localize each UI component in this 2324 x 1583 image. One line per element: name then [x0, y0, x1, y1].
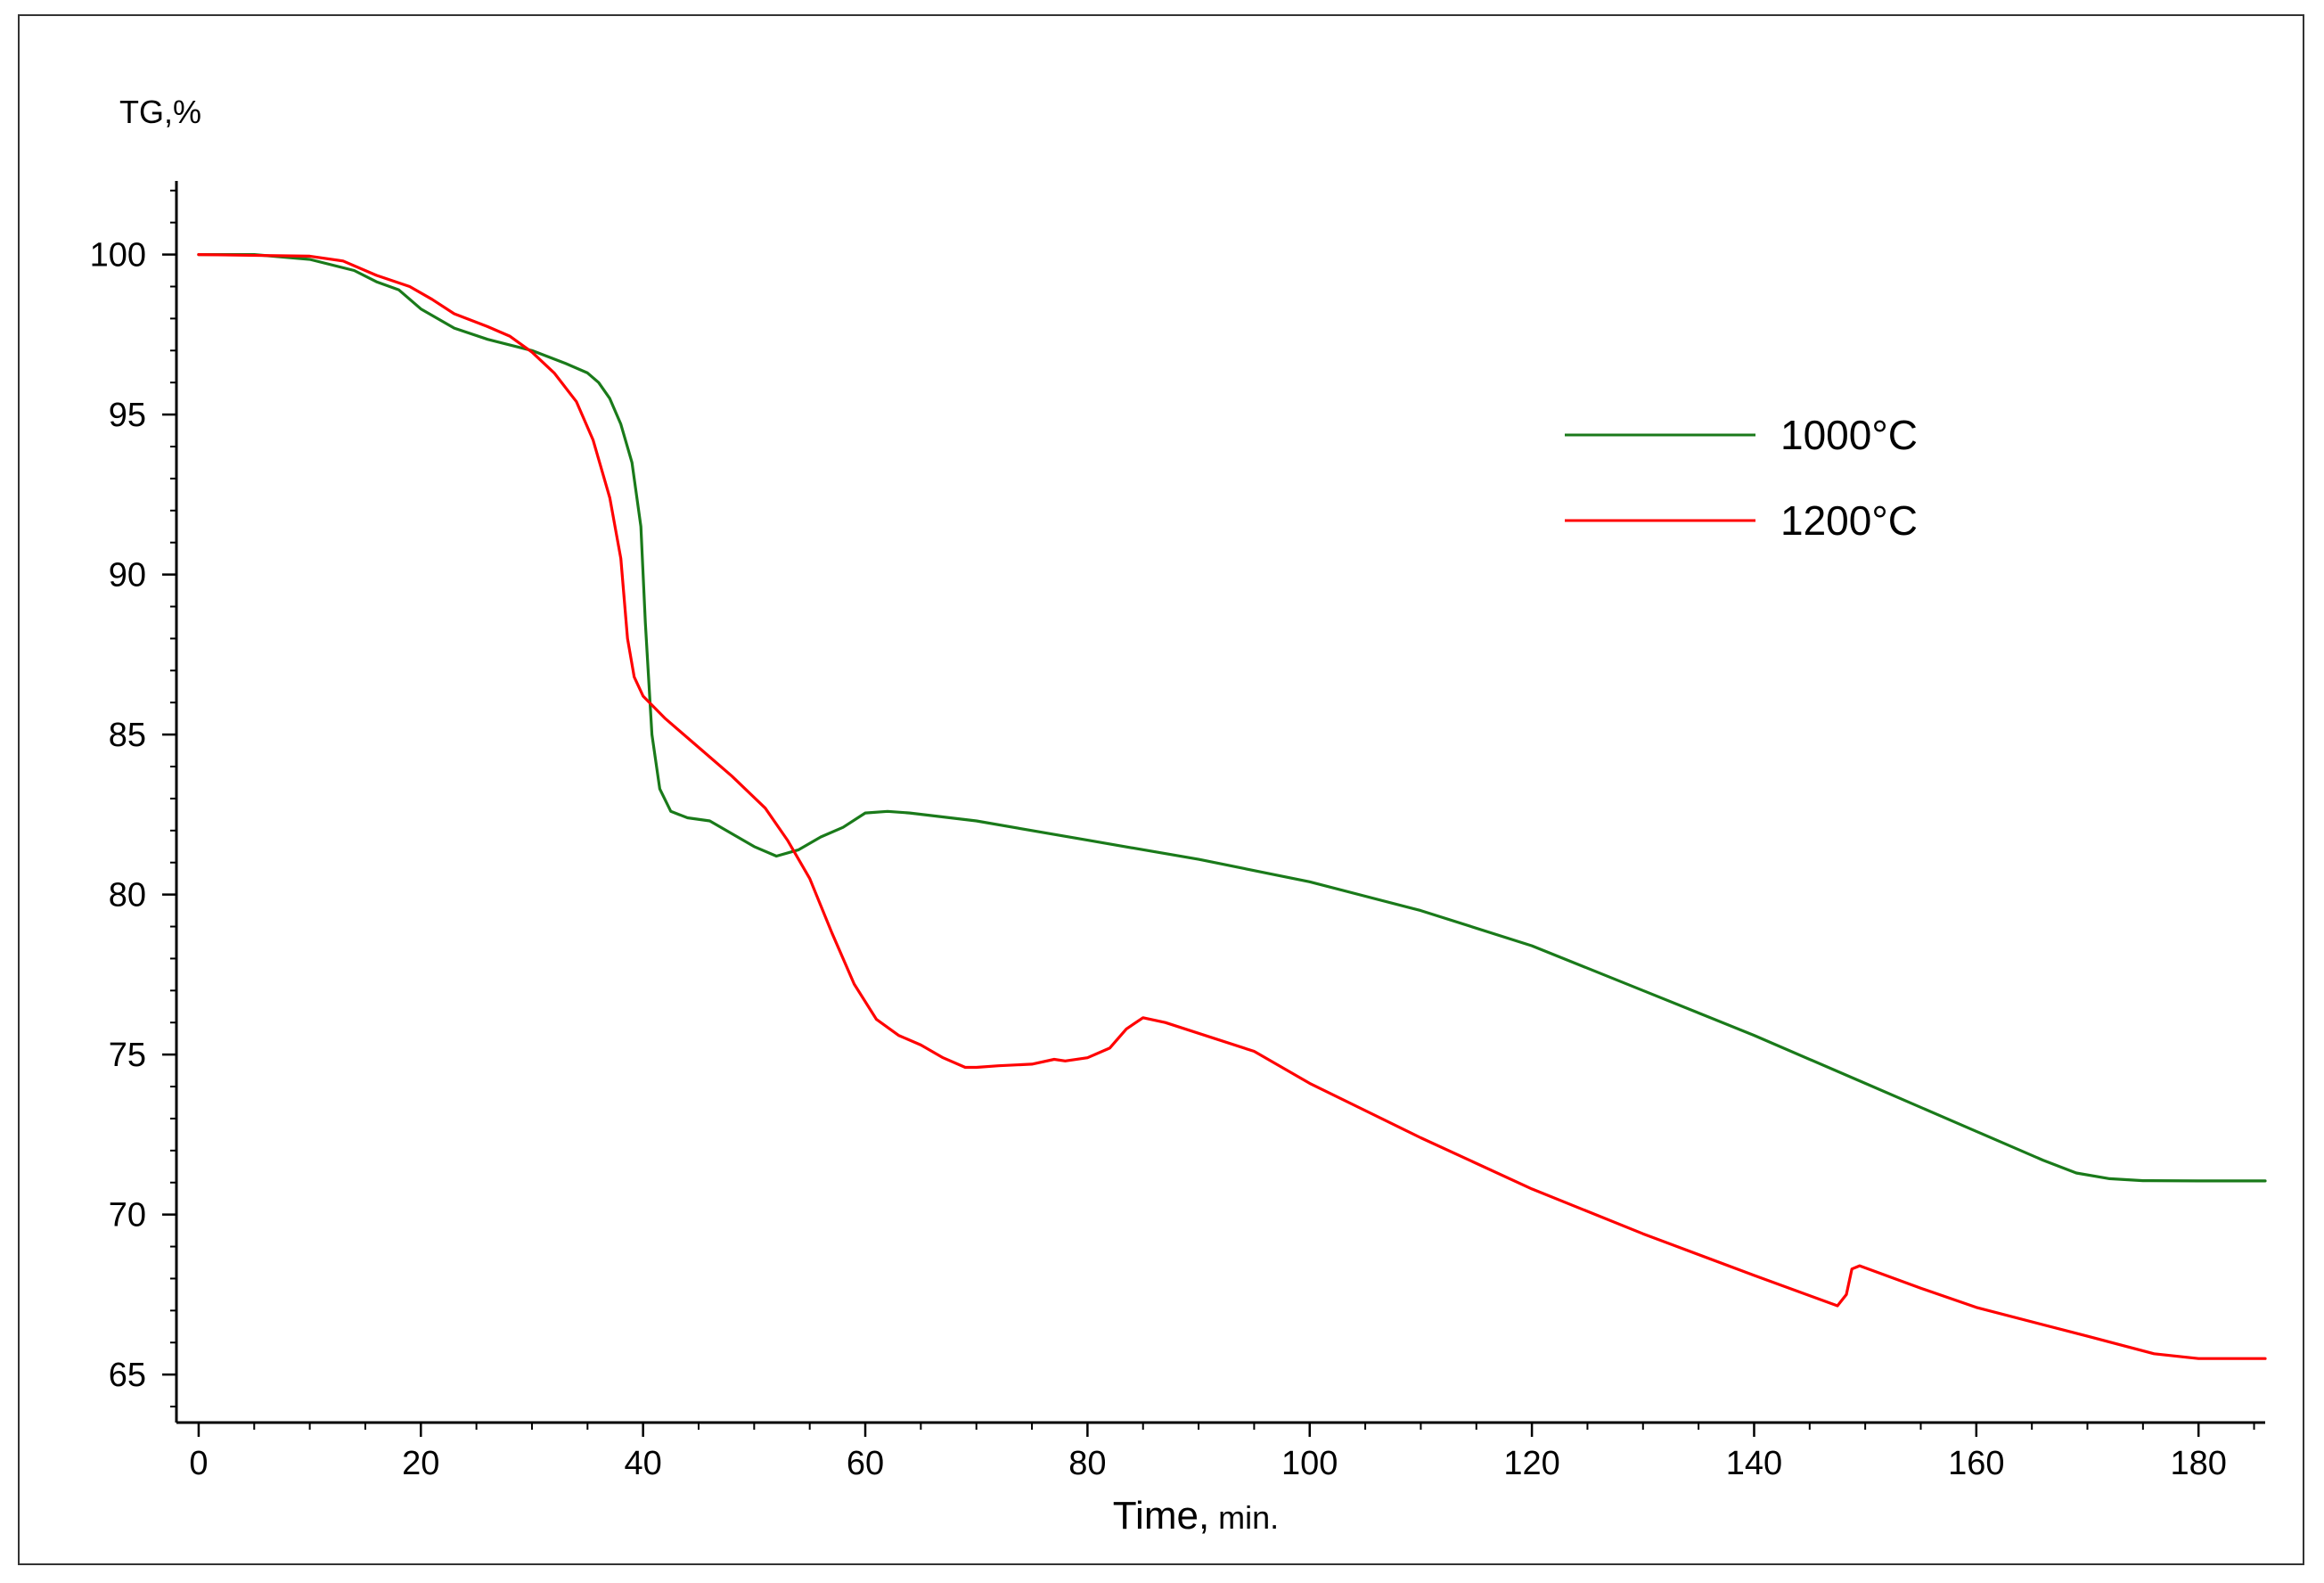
legend-label-2: 1200°C — [1780, 497, 1918, 544]
x-tick-label: 120 — [1503, 1445, 1559, 1482]
x-tick-label: 160 — [1948, 1445, 2004, 1482]
axis-labels: 65 70 75 80 85 90 95 100 0 20 40 60 80 100 120 140 160 18… — [90, 94, 2227, 1538]
x-tick-label: 100 — [1281, 1445, 1338, 1482]
x-tick-label: 60 — [847, 1445, 884, 1482]
chart-frame: 65 70 75 80 85 90 95 100 0 20 40 60 80 100 120 140 160 18… — [18, 14, 2304, 1565]
x-tick-label: 0 — [189, 1445, 208, 1482]
series-line-1 — [197, 253, 2267, 1183]
y-tick-label: 75 — [109, 1037, 146, 1074]
y-tick-label: 85 — [109, 717, 146, 754]
series-line-2 — [197, 253, 2267, 1360]
x-tick-label: 80 — [1068, 1445, 1106, 1482]
x-axis-title-unit: min. — [1218, 1499, 1279, 1536]
tg-chart: 65 70 75 80 85 90 95 100 0 20 40 60 80 100 120 140 160 18… — [90, 94, 2267, 1538]
y-tick-label: 80 — [109, 877, 146, 915]
x-tick-label: 140 — [1726, 1445, 1782, 1482]
legend: 1000°C 1200°C — [1565, 412, 1918, 544]
x-tick-label: 180 — [2170, 1445, 2226, 1482]
y-tick-label: 70 — [109, 1197, 146, 1234]
y-tick-label: 90 — [109, 557, 146, 595]
axes — [162, 181, 2265, 1437]
x-axis-title: Time, min. — [1113, 1494, 1279, 1538]
series-layer — [197, 253, 2267, 1360]
y-axis-title: TG,% — [119, 94, 201, 130]
y-tick-label: 65 — [109, 1357, 146, 1394]
y-tick-label: 100 — [90, 237, 146, 275]
legend-label-1: 1000°C — [1780, 412, 1918, 458]
x-tick-label: 20 — [402, 1445, 439, 1482]
x-axis-title-main: Time, — [1113, 1494, 1209, 1538]
x-tick-label: 40 — [625, 1445, 662, 1482]
y-tick-label: 95 — [109, 397, 146, 434]
